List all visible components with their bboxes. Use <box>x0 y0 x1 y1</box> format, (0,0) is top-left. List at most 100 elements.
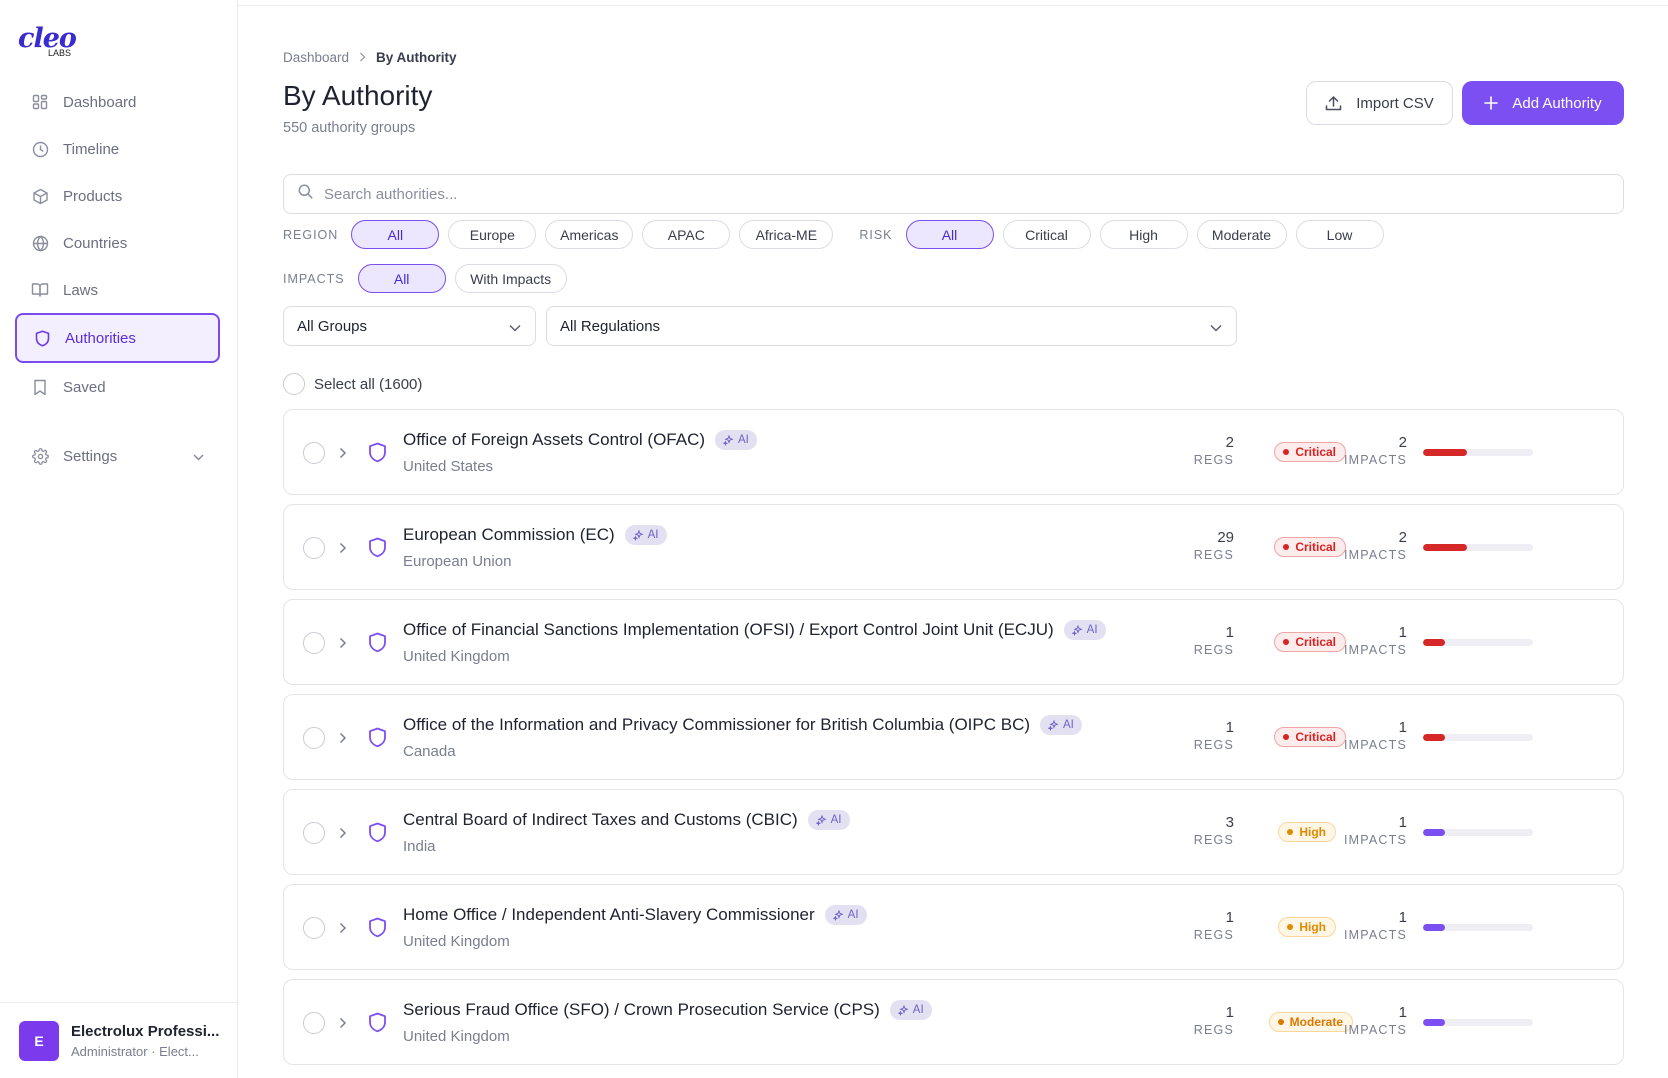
authority-row[interactable]: Serious Fraud Office (SFO) / Crown Prose… <box>283 979 1624 1065</box>
sidebar-item-label: Laws <box>63 281 99 299</box>
shield-icon <box>368 1012 388 1034</box>
region-chip-all[interactable]: All <box>351 220 440 249</box>
region-chip-africa-me[interactable]: Africa-ME <box>739 220 834 249</box>
sidebar-item-saved[interactable]: Saved <box>15 363 220 411</box>
plus-icon <box>1484 96 1499 110</box>
upload-icon <box>1325 95 1342 112</box>
authority-name[interactable]: Central Board of Indirect Taxes and Cust… <box>403 810 798 829</box>
authority-row[interactable]: Office of the Information and Privacy Co… <box>283 694 1624 780</box>
authority-name[interactable]: Home Office / Independent Anti-Slavery C… <box>403 905 815 924</box>
authority-country: United Kingdom <box>403 933 510 950</box>
sidebar-item-dashboard[interactable]: Dashboard <box>15 78 220 126</box>
authority-name[interactable]: Office of Foreign Assets Control (OFAC) <box>403 430 706 449</box>
risk-badge: Moderate <box>1268 1012 1353 1032</box>
sidebar-item-settings[interactable]: Settings <box>15 432 220 480</box>
authority-list: Office of Foreign Assets Control (OFAC) … <box>283 409 1624 1074</box>
authority-name[interactable]: European Commission (EC) <box>403 525 615 544</box>
risk-chip-all[interactable]: All <box>905 220 994 249</box>
shield-icon <box>368 632 388 654</box>
authority-name[interactable]: Serious Fraud Office (SFO) / Crown Prose… <box>403 1000 880 1019</box>
regs-metric: 1 REGS <box>1193 625 1234 658</box>
sidebar-item-label: Timeline <box>63 140 120 158</box>
chevron-right-icon[interactable] <box>339 824 353 842</box>
chevron-right-icon[interactable] <box>339 539 353 557</box>
chevron-right-icon <box>359 50 366 65</box>
regs-metric: 1 REGS <box>1194 910 1234 943</box>
impact-bar-fill <box>1423 1019 1445 1026</box>
sidebar-item-countries[interactable]: Countries <box>15 219 220 267</box>
row-checkbox[interactable] <box>303 1012 325 1034</box>
row-checkbox[interactable] <box>303 442 325 464</box>
ai-badge: AI <box>824 905 867 925</box>
search-input[interactable] <box>324 185 1524 203</box>
authority-row[interactable]: Home Office / Independent Anti-Slavery C… <box>283 884 1624 970</box>
risk-dot <box>1277 1019 1284 1025</box>
impacts-chip-with-impacts[interactable]: With Impacts <box>454 264 567 293</box>
sidebar-item-authorities[interactable]: Authorities <box>15 313 220 363</box>
impacts-chip-all[interactable]: All <box>357 264 446 293</box>
logo-subtitle: LABS <box>48 48 72 58</box>
breadcrumb-link-dashboard[interactable]: Dashboard <box>283 50 350 65</box>
risk-label: Critical <box>1295 730 1336 744</box>
risk-chip-moderate[interactable]: Moderate <box>1196 220 1287 249</box>
authority-row[interactable]: Office of Foreign Assets Control (OFAC) … <box>283 409 1624 495</box>
risk-label: High <box>1299 825 1326 839</box>
regs-metric: 29 REGS <box>1194 530 1234 563</box>
ai-badge: AI <box>715 430 757 450</box>
region-chip-americas[interactable]: Americas <box>545 220 634 249</box>
risk-dot <box>1283 734 1290 740</box>
row-checkbox[interactable] <box>303 917 325 939</box>
add-authority-button[interactable]: Add Authority <box>1462 81 1624 125</box>
row-checkbox[interactable] <box>303 632 325 654</box>
chevron-right-icon[interactable] <box>339 729 353 747</box>
row-checkbox[interactable] <box>303 537 325 559</box>
impacts-count: 1 <box>1398 814 1407 831</box>
ai-badge-label: AI <box>738 434 749 446</box>
user-profile[interactable]: E Electrolux Professi... Administrator ·… <box>0 1002 237 1078</box>
sidebar-item-timeline[interactable]: Timeline <box>15 125 220 173</box>
impacts-count: 2 <box>1398 434 1407 451</box>
sidebar-item-products[interactable]: Products <box>15 172 220 220</box>
regs-count: 1 <box>1225 1004 1234 1021</box>
authority-row[interactable]: European Commission (EC) AI European Uni… <box>283 504 1624 590</box>
select-all[interactable]: Select all (1600) <box>283 373 422 395</box>
groups-select[interactable]: All Groups <box>283 306 536 346</box>
chevron-down-icon <box>509 319 521 336</box>
risk-label: Critical <box>1295 635 1336 649</box>
import-csv-button[interactable]: Import CSV <box>1306 81 1453 125</box>
bookmark-icon <box>31 378 49 396</box>
ai-badge-label: AI <box>1063 719 1074 731</box>
regulations-select[interactable]: All Regulations <box>546 306 1237 346</box>
regs-label: REGS <box>1193 643 1234 657</box>
authority-row[interactable]: Central Board of Indirect Taxes and Cust… <box>283 789 1624 875</box>
row-checkbox[interactable] <box>303 727 325 749</box>
sidebar-item-label: Authorities <box>65 329 136 347</box>
sidebar-item-laws[interactable]: Laws <box>15 266 220 314</box>
risk-chip-critical[interactable]: Critical <box>1002 220 1091 249</box>
shield-icon <box>368 537 388 559</box>
region-chip-europe[interactable]: Europe <box>448 220 537 249</box>
select-all-checkbox[interactable] <box>283 373 305 395</box>
risk-chip-high[interactable]: High <box>1099 220 1188 249</box>
risk-chip-low[interactable]: Low <box>1295 220 1384 249</box>
impacts-count: 2 <box>1398 529 1407 546</box>
filter-row-region-risk: REGION All Europe Americas APAC Africa-M… <box>283 220 1393 249</box>
authority-name[interactable]: Office of Financial Sanctions Implementa… <box>403 620 1054 639</box>
ai-badge-label: AI <box>847 909 859 921</box>
search-bar[interactable] <box>283 174 1624 214</box>
chevron-right-icon[interactable] <box>339 634 353 652</box>
risk-label: High <box>1299 920 1326 934</box>
row-checkbox[interactable] <box>303 822 325 844</box>
impacts-metric: 1 IMPACTS <box>1344 625 1407 658</box>
region-chip-apac[interactable]: APAC <box>642 220 731 249</box>
breadcrumb-current: By Authority <box>376 50 457 65</box>
authority-name[interactable]: Office of the Information and Privacy Co… <box>403 715 1031 734</box>
chevron-right-icon[interactable] <box>339 919 353 937</box>
logo[interactable]: cleo LABS <box>18 24 82 59</box>
authority-country: United States <box>403 458 494 475</box>
chevron-right-icon[interactable] <box>339 1014 353 1032</box>
authority-row[interactable]: Office of Financial Sanctions Implementa… <box>283 599 1624 685</box>
regs-count: 1 <box>1225 719 1234 736</box>
chevron-right-icon[interactable] <box>339 444 353 462</box>
clock-icon <box>31 140 49 158</box>
